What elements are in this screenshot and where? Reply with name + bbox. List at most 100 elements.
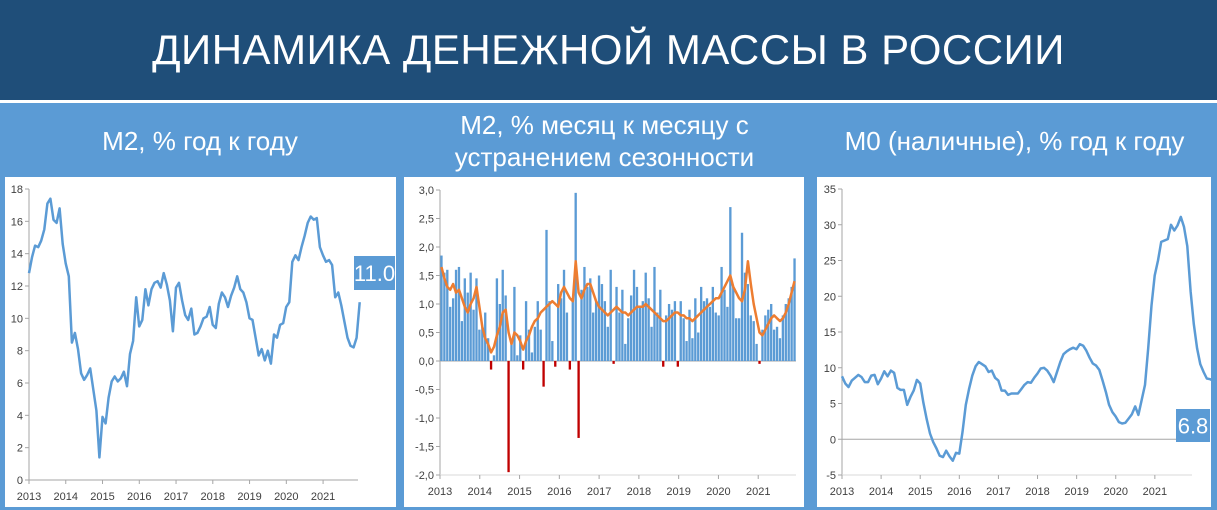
bar [761, 329, 764, 361]
y-tick-label: 0 [830, 434, 836, 446]
bar [682, 318, 685, 361]
bar [699, 286, 703, 361]
bar [778, 338, 782, 361]
bar [559, 298, 563, 361]
y-tick-label: 16 [11, 216, 23, 228]
bar [664, 315, 668, 361]
bar [469, 272, 472, 361]
y-tick-label: 30 [824, 220, 836, 232]
bar [632, 269, 636, 361]
y-tick-label: 25 [824, 256, 836, 268]
x-tick-label: 2013 [17, 491, 41, 503]
bar [764, 315, 767, 361]
bar [621, 289, 624, 361]
bar [527, 329, 531, 361]
bar [592, 312, 595, 361]
bar [752, 321, 755, 361]
bar [443, 272, 446, 361]
y-tick-label: 12 [11, 281, 23, 293]
bar [548, 301, 551, 361]
bar [606, 326, 609, 361]
bar [793, 258, 796, 361]
bar [460, 321, 464, 361]
bar [565, 312, 569, 361]
x-tick-label: 2021 [746, 486, 770, 498]
bar [536, 301, 539, 361]
chart-title-m2-mom: М2, % месяц к месяцу с устранением сезон… [454, 110, 755, 172]
bar [685, 341, 688, 361]
bar [466, 292, 469, 361]
bar [568, 361, 572, 370]
bar [498, 304, 501, 361]
bar [732, 286, 735, 361]
x-tick-label: 2016 [127, 491, 151, 503]
y-tick-label: -1,5 [415, 442, 434, 454]
bar [726, 306, 729, 361]
bar [440, 255, 443, 361]
y-tick-label: 14 [11, 249, 23, 261]
bar [545, 229, 548, 361]
bar [513, 286, 516, 361]
bar [705, 298, 709, 361]
bar [519, 335, 522, 361]
bar [650, 326, 653, 361]
bar [451, 298, 455, 361]
chart-m2-yoy: 0 2 4 6 8 10 12 14 16 18 2013 2014 2015 2016 2017 2018 2… [11, 184, 395, 503]
chart-title-m2-yoy: М2, % год к году [102, 126, 298, 156]
bar [507, 361, 510, 473]
bar [697, 332, 700, 361]
bar [624, 343, 627, 361]
x-tick-label: 2018 [1025, 486, 1049, 498]
bar [472, 309, 475, 361]
bar [600, 284, 604, 361]
bar [521, 361, 525, 370]
y-tick-label: -2,0 [415, 470, 434, 482]
bar [510, 341, 513, 361]
bar [609, 269, 612, 361]
chart-panel-m2-mom: -2,0 -1,5 -1,0 -0,5 0,0 0,5 1,0 1,5 2,0 2,5 3,0 201… [404, 177, 804, 507]
x-tick-label: 2014 [468, 486, 492, 498]
bar [562, 269, 566, 361]
y-tick-label: 0 [17, 475, 23, 487]
chart-title-m0-yoy: М0 (наличные), % год к году [844, 126, 1185, 156]
bar [475, 278, 478, 361]
bar [463, 278, 466, 361]
bar [691, 338, 694, 361]
end-label-m2-bg [354, 256, 395, 290]
bar [755, 343, 758, 361]
chart-m0-yoy: -5 0 5 10 15 20 25 30 35 2013 2014 2015 2016 2017 2018… [824, 184, 1211, 498]
bar [702, 301, 706, 361]
y-tick-label: 1,5 [419, 271, 434, 283]
chart-m2-mom: -2,0 -1,5 -1,0 -0,5 0,0 0,5 1,0 1,5 2,0 2,5 3,0 201… [415, 185, 796, 498]
x-tick-label: 2013 [428, 486, 452, 498]
y-tick-label: -1,0 [415, 413, 434, 425]
end-label-m0-bg [1176, 409, 1210, 442]
y-tick-label: 5 [830, 399, 836, 411]
bar [662, 361, 665, 367]
trend-line [440, 260, 796, 354]
bar [516, 355, 519, 361]
bar [489, 361, 493, 370]
series-line [27, 197, 361, 459]
bar [533, 326, 537, 361]
bar [551, 341, 554, 361]
bar [694, 298, 697, 361]
bar [627, 318, 630, 361]
bar [542, 361, 545, 387]
bar [638, 306, 642, 361]
y-tick-label: 0,0 [419, 356, 434, 368]
bar [670, 309, 674, 361]
bar [504, 295, 507, 361]
y-tick-label: 0,5 [419, 328, 434, 340]
x-tick-label: 2020 [706, 486, 730, 498]
x-tick-label: 2019 [1064, 486, 1088, 498]
bar [478, 329, 481, 361]
bar [772, 329, 776, 361]
bar [656, 312, 659, 361]
y-tick-label: 2,5 [419, 214, 434, 226]
bar [743, 272, 747, 361]
bar [481, 326, 484, 361]
end-label-m2: 11.0 [354, 256, 395, 290]
bar [495, 278, 499, 361]
y-tick-label: 20 [824, 291, 836, 303]
